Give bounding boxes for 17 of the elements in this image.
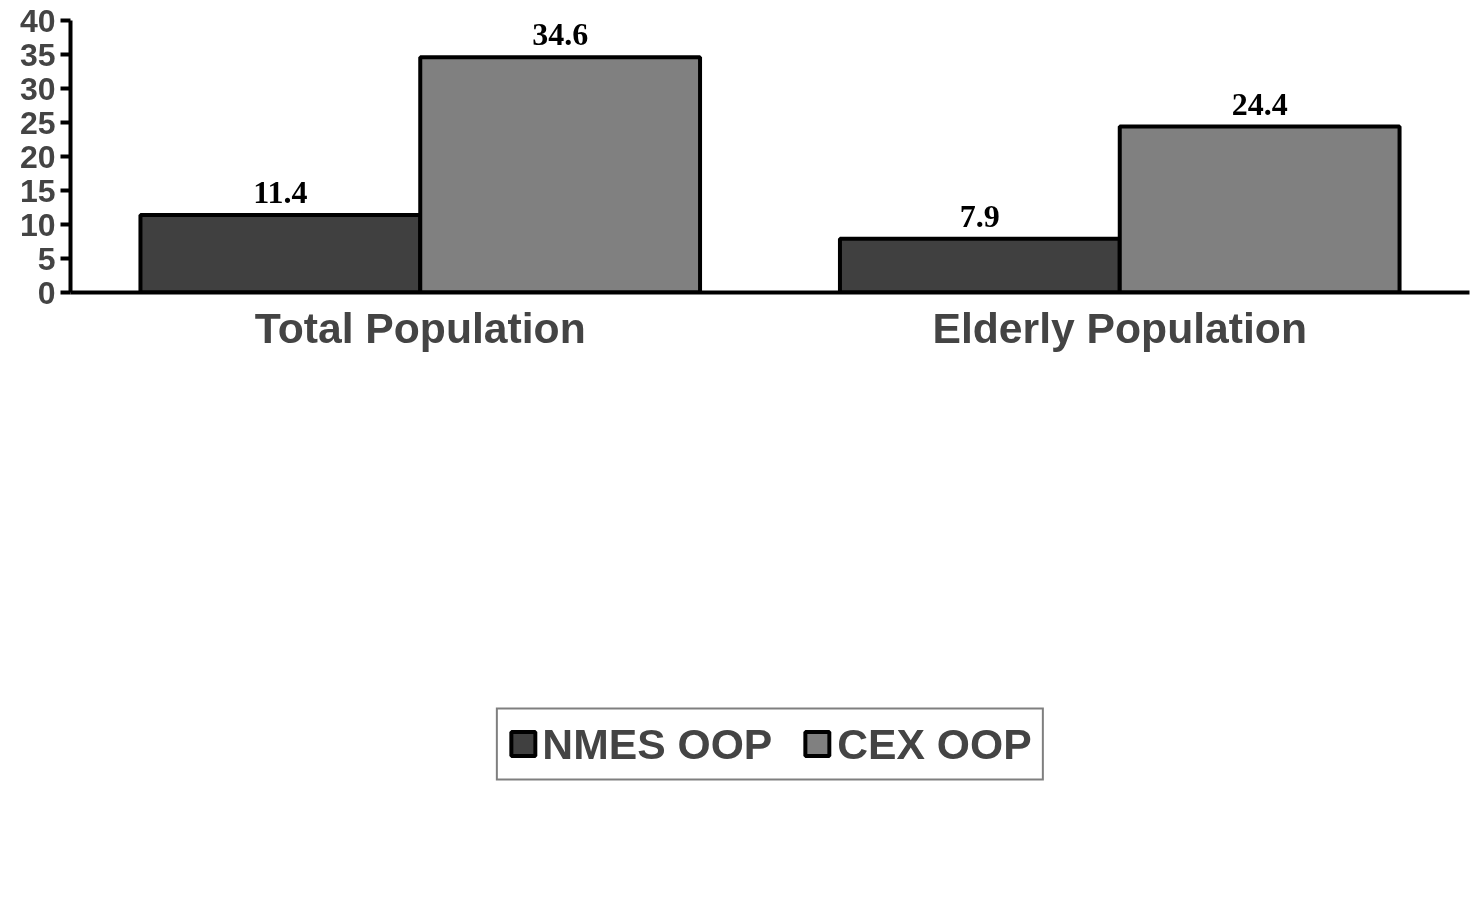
y-tick-label: 30 bbox=[19, 70, 56, 107]
y-tick-label: 20 bbox=[19, 138, 56, 175]
y-tick-label: 35 bbox=[19, 36, 56, 73]
data-label: 24.4 bbox=[1231, 85, 1288, 122]
legend-label: NMES OOP bbox=[542, 719, 773, 769]
legend-label: CEX OOP bbox=[837, 719, 1032, 769]
data-label: 7.9 bbox=[959, 197, 1000, 234]
data-label: 34.6 bbox=[532, 16, 589, 53]
y-tick-label: 0 bbox=[37, 274, 56, 311]
y-tick-label: 40 bbox=[19, 2, 56, 39]
x-tick-label: Total Population bbox=[254, 303, 586, 352]
y-tick-label: 15 bbox=[19, 172, 56, 209]
data-label: 11.4 bbox=[253, 173, 308, 210]
y-tick-label: 5 bbox=[37, 240, 56, 277]
y-tick-label: 10 bbox=[19, 206, 56, 243]
y-tick-label: 25 bbox=[19, 104, 56, 141]
x-tick-label: Elderly Population bbox=[932, 303, 1307, 352]
